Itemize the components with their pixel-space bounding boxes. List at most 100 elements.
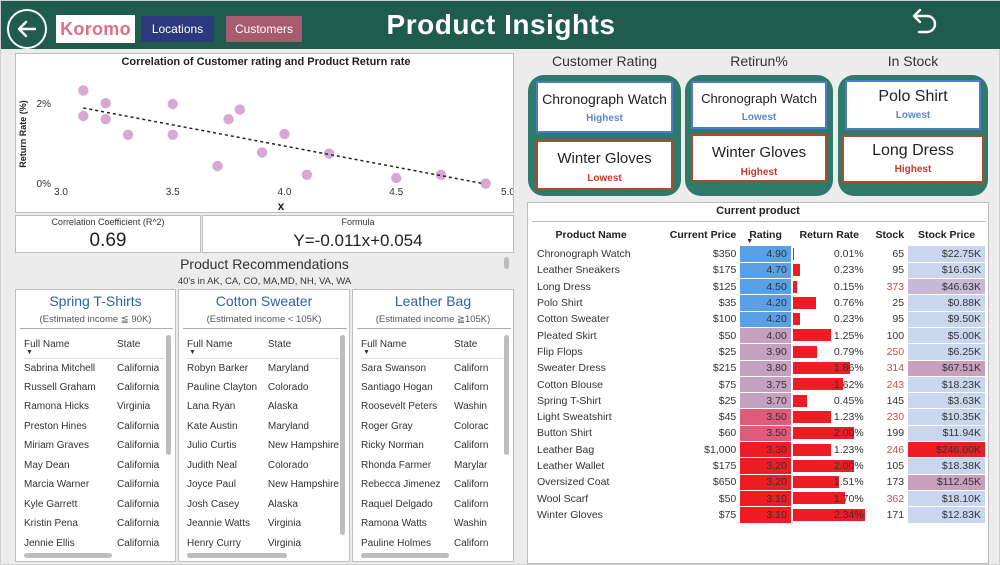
vertical-scrollbar[interactable] (340, 335, 345, 535)
table-row[interactable]: Kyle Garrett California (24, 495, 165, 515)
recommendation-column: Spring T-Shirts (Estimated income ≦ 90K)… (15, 289, 176, 562)
cell-current-price: $125 (649, 279, 740, 295)
table-row[interactable]: Raquel Delgado Californ (361, 495, 503, 515)
cell-full-name: Lana Ryan (187, 397, 268, 417)
table-row[interactable]: Judith Neal Colorado (187, 456, 339, 476)
table-row[interactable]: Pleated Skirt $50 4.00 1.25% 100 $5.00K (533, 327, 985, 343)
table-row[interactable]: Lana Ryan Alaska (187, 397, 339, 417)
table-row[interactable]: Wool Scarf $50 3.10 1.70% 362 $18.10K (533, 490, 985, 506)
table-row[interactable]: Leather Bag $1,000 3.30 1.23% 246 $246.0… (533, 442, 985, 458)
table-row[interactable]: Long Dress $125 4.50 0.15% 373 $46.63K (533, 279, 985, 295)
col-current-price[interactable]: Current Price (649, 224, 740, 246)
table-row[interactable]: Rebecca Jimenez Californ (361, 475, 503, 495)
table-row[interactable]: Robyn Barker Maryland (187, 358, 339, 378)
table-row[interactable]: Jeannie Watts Virginia (187, 514, 339, 534)
table-row[interactable]: Sweater Dress $215 3.80 1.86% 314 $67.51… (533, 360, 985, 376)
table-row[interactable]: Polo Shirt $35 4.20 0.76% 25 $0.88K (533, 295, 985, 311)
table-row[interactable]: Santiago Hogan Californ (361, 378, 503, 398)
col-return-rate[interactable]: Return Rate (791, 224, 868, 246)
table-row[interactable]: Sara Swanson Californ (361, 358, 503, 378)
table-row[interactable]: Rhonda Farmer Marylar (361, 456, 503, 476)
col-full-name[interactable]: Full Name ▼ (187, 332, 268, 358)
col-full-name[interactable]: Full Name ▼ (24, 332, 117, 358)
col-stock-price[interactable]: Stock Price (908, 224, 985, 246)
table-row[interactable]: Cotton Blouse $75 3.75 1.62% 243 $18.23K (533, 376, 985, 392)
cell-product-name: Light Sweatshirt (533, 409, 649, 425)
horizontal-scrollbar[interactable] (361, 553, 449, 558)
table-row[interactable]: Leather Sneakers $175 4.70 0.23% 95 $16.… (533, 262, 985, 278)
nav-customers-button[interactable]: Customers (226, 16, 302, 42)
table-row[interactable]: Cotton Sweater $100 4.20 0.23% 95 $9.50K (533, 311, 985, 327)
table-row[interactable]: Ramona Watts Washin (361, 514, 503, 534)
cell-full-name: Roosevelt Peters (361, 397, 454, 417)
table-row[interactable]: Roger Gray Colorac (361, 417, 503, 437)
table-row[interactable]: Marcia Warner California (24, 475, 165, 495)
table-row[interactable]: Kate Austin Maryland (187, 417, 339, 437)
table-row[interactable]: Chronograph Watch $350 4.90 0.01% 65 $22… (533, 246, 985, 262)
col-stock[interactable]: Stock (868, 224, 908, 246)
recommendation-product: Leather Bag (353, 293, 513, 309)
table-row[interactable]: Ramona Hicks Virginia (24, 397, 165, 417)
scatter-point (257, 147, 267, 157)
col-product-name[interactable]: Product Name (533, 224, 649, 246)
cell-product-name: Spring T-Shirt (533, 393, 649, 409)
cell-product-name: Polo Shirt (533, 295, 649, 311)
brand-logo[interactable]: Koromo (56, 15, 135, 43)
cell-current-price: $35 (649, 295, 740, 311)
col-state[interactable]: State (268, 332, 339, 358)
table-row[interactable]: Pauline Clayton Colorado (187, 378, 339, 398)
return-rate-value: 0.79% (791, 346, 868, 358)
undo-icon[interactable] (909, 6, 939, 38)
table-row[interactable]: Sabrina Mitchell California (24, 358, 165, 378)
table-row[interactable]: May Dean California (24, 456, 165, 476)
table-row[interactable]: Miriam Graves California (24, 436, 165, 456)
table-row[interactable]: Henry Curry Virginia (187, 534, 339, 554)
horizontal-scrollbar[interactable] (24, 553, 112, 558)
return-pct-highest-box[interactable]: Winter Gloves Highest (691, 134, 827, 182)
table-row[interactable]: Roosevelt Peters Washin (361, 397, 503, 417)
table-row[interactable]: Winter Gloves $75 3.10 2.34% 171 $12.83K (533, 507, 985, 523)
return-pct-lowest-box[interactable]: Chronograph Watch Lowest (691, 81, 827, 129)
col-state[interactable]: State (454, 332, 503, 358)
customer-rating-highest-box[interactable]: Chronograph Watch Highest (536, 81, 673, 133)
cell-rating: 3.80 (740, 360, 791, 376)
cell-full-name: Joyce Paul (187, 475, 268, 495)
scatter-point (168, 99, 178, 109)
table-row[interactable]: Josh Casey Alaska (187, 495, 339, 515)
table-row[interactable]: Preston Hines California (24, 417, 165, 437)
table-row[interactable]: Light Sweatshirt $45 3.50 1.23% 230 $10.… (533, 409, 985, 425)
table-row[interactable]: Kristin Pena California (24, 514, 165, 534)
in-stock-highest-box[interactable]: Long Dress Highest (842, 135, 984, 183)
cell-rating: 4.70 (740, 262, 791, 278)
in-stock-lowest-box[interactable]: Polo Shirt Lowest (845, 80, 981, 130)
table-row[interactable]: Flip Flops $25 3.90 0.79% 250 $6.25K (533, 344, 985, 360)
table-row[interactable]: Jennie Ellis California (24, 534, 165, 554)
table-row[interactable]: Russell Graham California (24, 378, 165, 398)
table-row[interactable]: Button Shirt $60 3.50 2.00% 199 $11.94K (533, 425, 985, 441)
vertical-scrollbar[interactable] (504, 335, 509, 455)
table-row[interactable]: Oversized Coat $650 3.20 1.51% 173 $112.… (533, 474, 985, 490)
table-row[interactable]: Spring T-Shirt $25 3.70 0.45% 145 $3.63K (533, 393, 985, 409)
horizontal-scrollbar[interactable] (187, 553, 287, 558)
cell-current-price: $50 (649, 327, 740, 343)
cell-full-name: Preston Hines (24, 417, 117, 437)
col-rating[interactable]: Rating ▼ (740, 224, 791, 246)
table-row[interactable]: Pauline Holmes Californ (361, 534, 503, 554)
return-pct-card: Retirun% Chronograph Watch Lowest Winter… (685, 53, 833, 198)
customer-rating-lowest-box[interactable]: Winter Gloves Lowest (536, 140, 673, 190)
table-row[interactable]: Julio Curtis New Hampshire (187, 436, 339, 456)
recommendations-scrollbar[interactable] (504, 257, 509, 269)
cell-full-name: Ramona Hicks (24, 397, 117, 417)
cell-current-price: $75 (649, 507, 740, 523)
nav-locations-button[interactable]: Locations (141, 16, 214, 42)
vertical-scrollbar[interactable] (166, 335, 171, 455)
correlation-card: Correlation Coefficient (R^2) 0.69 (15, 215, 201, 253)
col-state[interactable]: State (117, 332, 165, 358)
back-button[interactable] (7, 9, 47, 49)
table-row[interactable]: Joyce Paul New Hampshire (187, 475, 339, 495)
col-full-name[interactable]: Full Name ▼ (361, 332, 454, 358)
table-row[interactable]: Leather Wallet $175 3.20 2.00% 105 $18.3… (533, 458, 985, 474)
in-stock-title: In Stock (838, 53, 988, 69)
table-row[interactable]: Ricky Norman Californ (361, 436, 503, 456)
cell-stock: 362 (868, 490, 908, 506)
